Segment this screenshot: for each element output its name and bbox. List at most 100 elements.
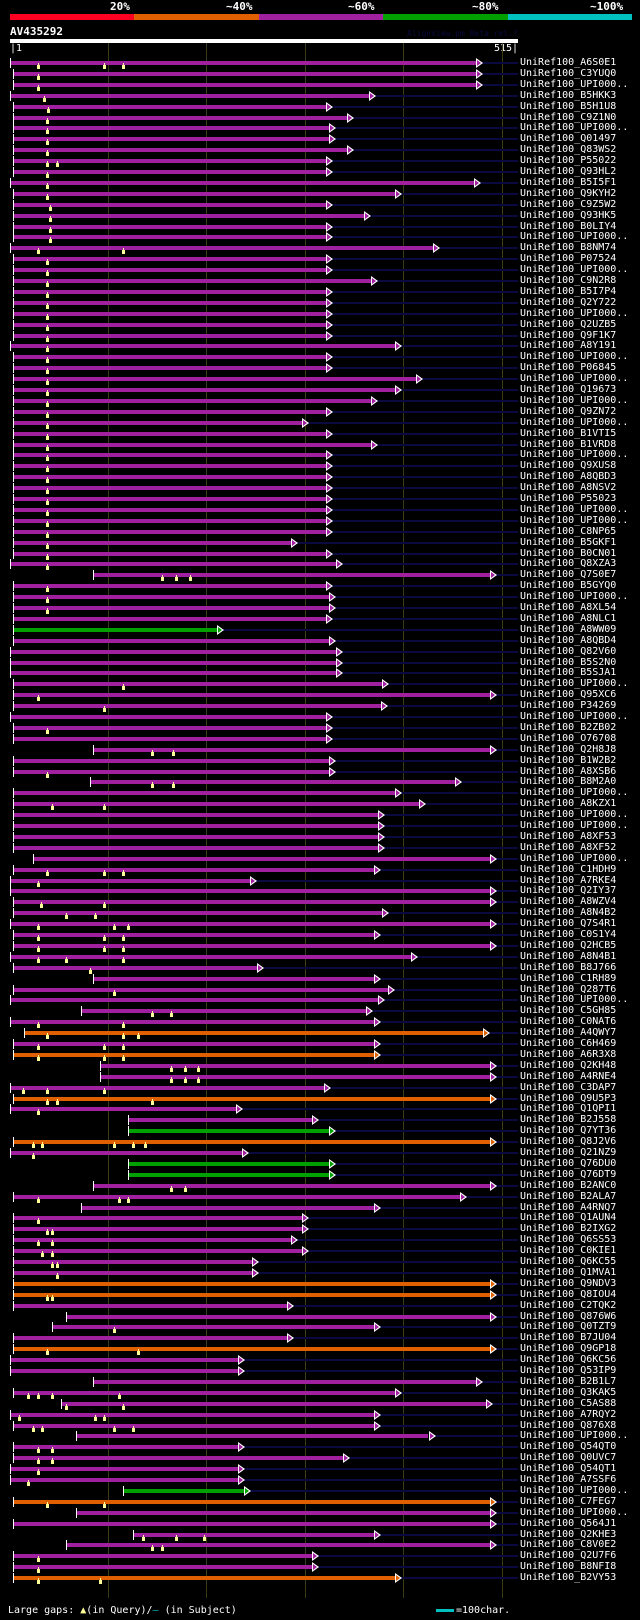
alignment-bar[interactable] [12,1227,302,1232]
hit-label[interactable]: UniRef100_Q54QT1 [520,1463,617,1475]
hit-label[interactable]: UniRef100_Q876X8 [520,1419,617,1431]
hit-label[interactable]: UniRef100_UPI000.. [520,264,629,276]
alignment-bar[interactable] [12,1336,288,1341]
hit-row[interactable]: UniRef100_Q54QT0 [0,1441,640,1454]
hit-label[interactable]: UniRef100_A6S0E1 [520,57,617,68]
alignment-bar[interactable] [12,518,327,523]
alignment-bar[interactable] [12,115,348,120]
alignment-bar[interactable] [12,1281,491,1286]
hit-row[interactable]: UniRef100_Q9NDV3 [0,1278,640,1290]
hit-row[interactable]: UniRef100_Q82V60 [0,646,640,658]
hit-label[interactable]: UniRef100_Q0UVC7 [520,1452,617,1464]
hit-label[interactable]: UniRef100_B5SJA1 [520,667,617,679]
hit-label[interactable]: UniRef100_Q9U5P3 [520,1092,617,1104]
hit-label[interactable]: UniRef100_UPI000.. [520,787,629,799]
alignment-bar[interactable] [66,1314,491,1319]
hit-label[interactable]: UniRef100_UPI000.. [520,122,629,134]
hit-label[interactable]: UniRef100_Q2KH48 [520,1059,617,1071]
hit-row[interactable]: UniRef100_A8NLC1 [0,613,640,625]
hit-row[interactable]: UniRef100_Q93HK5 [0,210,640,222]
alignment-bar[interactable] [12,279,372,283]
alignment-bar[interactable] [12,300,327,305]
alignment-bar[interactable] [12,1249,302,1254]
hit-label[interactable]: UniRef100_Q2U7F6 [520,1550,617,1562]
hit-row[interactable]: UniRef100_C0NAT6 [0,1016,640,1029]
hit-label[interactable]: UniRef100_UPI000.. [520,373,629,385]
hit-label[interactable]: UniRef100_B2ALA7 [520,1190,617,1202]
alignment-bar[interactable] [10,61,477,65]
alignment-bar[interactable] [12,911,382,916]
alignment-bar[interactable] [12,1445,238,1450]
hit-label[interactable]: UniRef100_C0KIE1 [520,1245,617,1257]
hit-label[interactable]: UniRef100_B8M2A0 [520,776,617,788]
alignment-bar[interactable] [12,82,477,87]
hit-label[interactable]: UniRef100_B1W2B2 [520,754,617,766]
hit-label[interactable]: UniRef100_Q2KHE3 [520,1528,617,1540]
hit-row[interactable]: UniRef100_P34269 [0,700,640,713]
hit-row[interactable]: UniRef100_UPI000.. [0,853,640,865]
hit-row[interactable]: UniRef100_Q7S4R1 [0,918,640,931]
hit-row[interactable]: UniRef100_Q6SS53 [0,1234,640,1247]
alignment-bar[interactable] [12,420,302,425]
alignment-bar[interactable] [92,1379,477,1384]
hit-label[interactable]: UniRef100_B5H1U8 [520,100,617,112]
hit-row[interactable]: UniRef100_Q9KYH2 [0,188,640,200]
hit-row[interactable]: UniRef100_A8N4B2 [0,907,640,920]
hit-row[interactable]: UniRef100_A8WW09 [0,623,640,636]
hit-row[interactable]: UniRef100_Q1MVA1 [0,1267,640,1279]
alignment-bar[interactable] [132,1532,375,1537]
hit-label[interactable]: UniRef100_UPI000.. [520,1506,629,1518]
alignment-bar[interactable] [12,736,327,741]
hit-row[interactable]: UniRef100_B2VY53 [0,1572,640,1585]
hit-row[interactable]: UniRef100_Q1QPI1 [0,1103,640,1116]
hit-row[interactable]: UniRef100_C9N2R8 [0,275,640,287]
hit-row[interactable]: UniRef100_A8KZX1 [0,798,640,811]
alignment-bar[interactable] [12,409,327,414]
hit-row[interactable]: UniRef100_Q876W6 [0,1311,640,1323]
hit-row[interactable]: UniRef100_Q7YT36 [0,1125,640,1137]
hit-label[interactable]: UniRef100_P55022 [520,155,617,167]
alignment-bar[interactable] [12,268,327,273]
hit-label[interactable]: UniRef100_A8WW09 [520,623,617,635]
alignment-bar[interactable] [10,1085,324,1090]
alignment-bar[interactable] [12,584,327,589]
alignment-bar[interactable] [128,1118,313,1123]
alignment-bar[interactable] [12,965,257,970]
hit-label[interactable]: UniRef100_Q53IP9 [520,1365,617,1376]
alignment-bar[interactable] [10,878,251,883]
alignment-bar[interactable] [12,486,327,491]
alignment-bar[interactable] [12,1565,313,1570]
hit-label[interactable]: UniRef100_UPI000.. [520,416,629,428]
hit-label[interactable]: UniRef100_A8QBD4 [520,634,617,646]
alignment-bar[interactable] [12,769,330,774]
alignment-bar[interactable] [12,867,375,872]
alignment-bar[interactable] [10,1412,375,1417]
alignment-bar[interactable] [12,388,396,392]
hit-row[interactable]: UniRef100_A7RKE4 [0,875,640,887]
hit-row[interactable]: UniRef100_B0LIY4 [0,221,640,233]
alignment-bar[interactable] [12,464,327,469]
hit-label[interactable]: UniRef100_UPI000.. [520,809,629,821]
alignment-bar[interactable] [12,377,417,382]
alignment-bar[interactable] [12,1499,491,1504]
hit-row[interactable]: UniRef100_Q876X8 [0,1419,640,1432]
hit-row[interactable]: UniRef100_UPI000.. [0,122,640,135]
alignment-bar[interactable] [92,976,375,981]
alignment-bar[interactable] [12,551,327,556]
alignment-bar[interactable] [12,638,330,643]
hit-row[interactable]: UniRef100_A4RNQ7 [0,1202,640,1214]
hit-row[interactable]: UniRef100_Q8J2V6 [0,1136,640,1149]
hit-row[interactable]: UniRef100_B7JU04 [0,1332,640,1344]
alignment-bar[interactable] [10,889,491,894]
hit-label[interactable]: UniRef100_B1VRD8 [520,438,617,450]
hit-row[interactable]: UniRef100_A8XF53 [0,831,640,843]
alignment-bar[interactable] [12,595,330,600]
alignment-bar[interactable] [12,1347,491,1352]
hit-label[interactable]: UniRef100_B2B1L7 [520,1375,617,1387]
alignment-bar[interactable] [12,355,327,360]
alignment-bar[interactable] [12,933,375,937]
alignment-bar[interactable] [99,1074,491,1079]
hit-label[interactable]: UniRef100_Q6SS53 [520,1234,617,1246]
hit-label[interactable]: UniRef100_Q6KC56 [520,1354,617,1366]
hit-label[interactable]: UniRef100_B8NFI8 [520,1561,617,1573]
